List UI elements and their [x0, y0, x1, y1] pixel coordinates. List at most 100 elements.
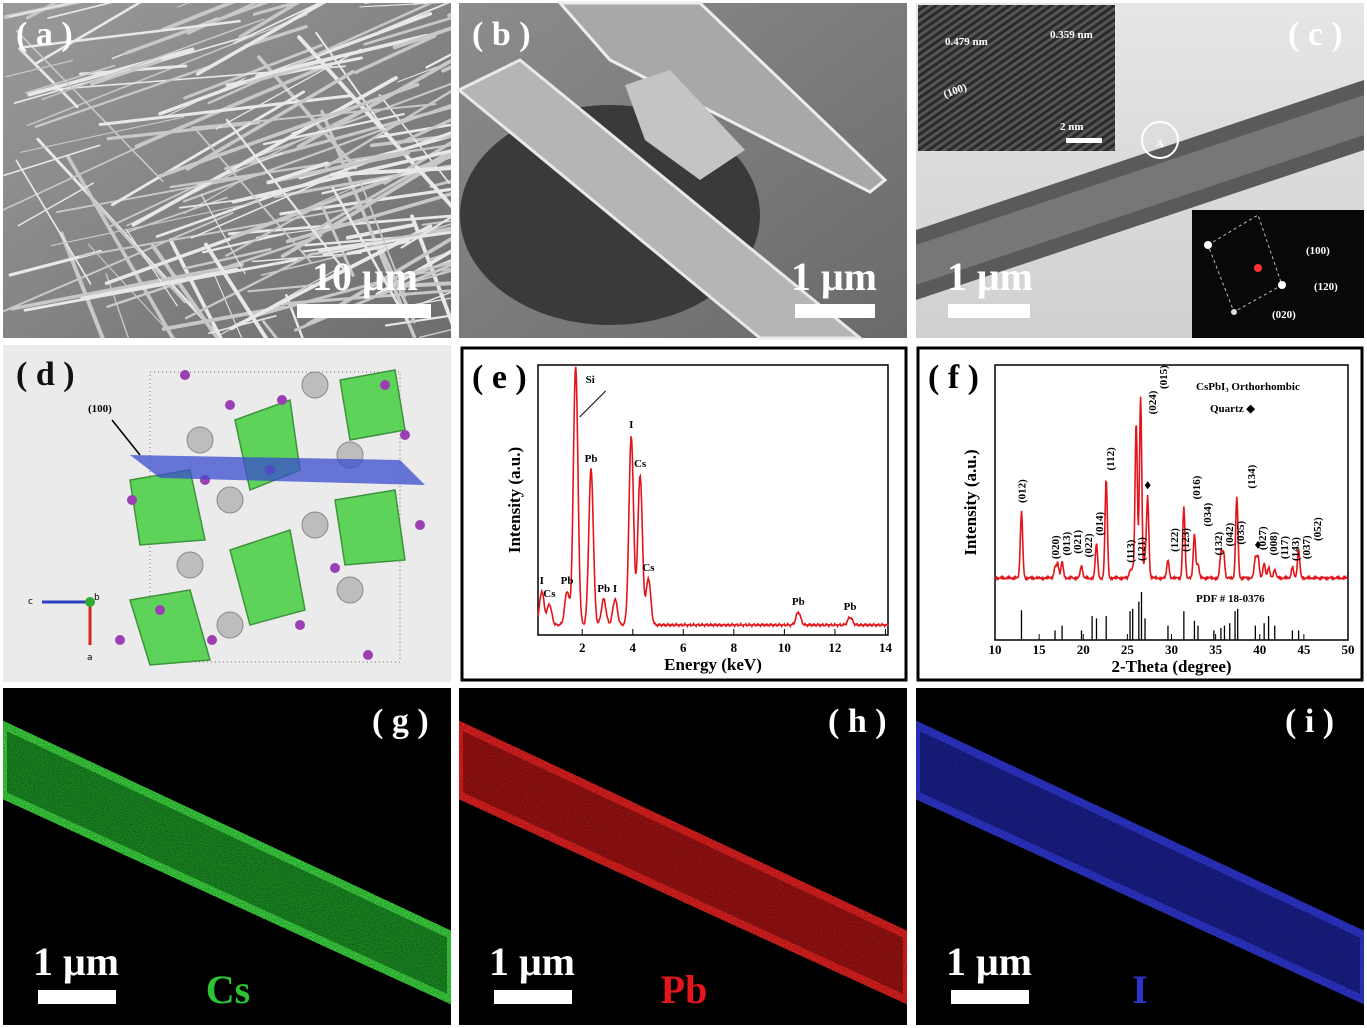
spectrum-peak — [1117, 568, 1133, 582]
panel-label: ( f ) — [928, 359, 979, 396]
spectrum-peak — [1255, 554, 1262, 578]
axis-label: b — [94, 593, 100, 603]
element-label: Cs — [206, 967, 250, 1012]
spectrum-peak — [608, 597, 624, 627]
x-tick-label: 25 — [1121, 642, 1135, 657]
nanowire — [161, 3, 236, 32]
spectrum-peak — [596, 597, 610, 624]
rod-face — [625, 70, 745, 180]
spectrum-peak — [1208, 549, 1223, 582]
x-axis-label: 2-Theta (degree) — [1111, 657, 1231, 676]
peak-label: (008) — [1268, 531, 1280, 555]
peak-label: (035) — [1235, 521, 1247, 545]
nanowire — [396, 118, 451, 146]
peak-label: (037) — [1301, 535, 1313, 559]
nanowire — [233, 3, 322, 44]
element-label: I — [1132, 967, 1148, 1012]
panel-label: ( c ) — [1288, 16, 1343, 53]
peak-label: Cs — [543, 588, 556, 600]
x-tick-label: 30 — [1165, 642, 1178, 657]
nanowire — [195, 3, 326, 76]
nanowire — [374, 123, 451, 139]
nanowire — [59, 231, 105, 338]
nanowire — [390, 268, 451, 279]
spectrum-peak — [634, 473, 646, 589]
peak-label: (012) — [1016, 479, 1028, 503]
spectrum-peak — [1037, 564, 1058, 582]
peak-label: (143) — [1290, 537, 1302, 561]
panel-e-frame — [460, 346, 908, 682]
plane-arrow — [111, 419, 141, 456]
x-tick-label: 14 — [879, 640, 893, 655]
spectrum-peak — [1245, 554, 1257, 582]
spectrum-peak — [1221, 549, 1231, 580]
nanowire — [252, 3, 300, 16]
peak-label: (020) — [1050, 535, 1062, 559]
spectrum-peak — [1188, 533, 1198, 581]
panel-b: ( b ) 1 μm — [456, 1, 907, 340]
peak-label: (112) — [1105, 447, 1117, 471]
spectrum-peak — [823, 615, 889, 629]
nanowire — [413, 3, 421, 6]
panel-label: ( e ) — [472, 359, 527, 396]
quartz-marker — [1254, 540, 1261, 549]
rod — [456, 58, 865, 340]
peak-label: (122) — [1169, 528, 1181, 552]
element-label: Pb — [661, 967, 708, 1012]
nanowire — [183, 179, 244, 215]
spectrum-peak — [1071, 564, 1090, 582]
nanowire — [200, 193, 246, 275]
scale-bar — [297, 304, 431, 318]
peak-label: I — [540, 575, 544, 587]
nanowire — [79, 206, 361, 258]
scale-bar-label: 1 μm — [33, 939, 119, 984]
nanowire — [183, 248, 272, 270]
axis-b — [85, 597, 95, 607]
nanowire — [80, 267, 239, 301]
plane-label: (100) — [88, 403, 112, 415]
scale-bar — [948, 304, 1030, 318]
saed-center — [1254, 264, 1262, 272]
marker-label: A — [1156, 138, 1164, 150]
nanowire — [364, 3, 371, 4]
panel-label: ( h ) — [828, 703, 887, 740]
peak-label: I — [613, 583, 617, 595]
nanowire — [8, 3, 76, 18]
rod — [556, 1, 888, 194]
nanowire — [26, 3, 58, 20]
x-tick-label: 8 — [731, 640, 738, 655]
nanowire — [19, 116, 185, 153]
scale-bar — [494, 990, 572, 1004]
scale-bar — [38, 990, 116, 1004]
nanowire — [98, 94, 353, 127]
x-tick-label: 15 — [1033, 642, 1047, 657]
nanowire — [353, 34, 437, 75]
nanowire — [369, 134, 451, 148]
panel-d: (100) c b a ( d ) — [3, 345, 451, 682]
scale-bar — [951, 990, 1029, 1004]
reference-label: PDF # 18-0376 — [1196, 593, 1265, 605]
saed-spot — [1278, 281, 1286, 289]
peak-label: Pb — [585, 453, 598, 465]
hrtem-inset — [918, 5, 1115, 151]
peak-label: (052) — [1312, 517, 1324, 541]
nanowires — [3, 3, 451, 338]
nanowire — [225, 118, 344, 270]
nanowire — [191, 103, 437, 129]
nanowire — [131, 76, 398, 227]
spectrum-peak — [1088, 543, 1103, 581]
spectrum-peak — [1100, 479, 1119, 582]
quartz-marker — [1144, 481, 1151, 490]
panel-h: ( h ) 1 μm Pb — [459, 688, 907, 1025]
peak-label: (016) — [1191, 475, 1203, 499]
x-tick-label: 35 — [1209, 642, 1223, 657]
plot-frame — [537, 364, 889, 636]
nanowire — [384, 314, 451, 327]
nanowire — [378, 3, 450, 33]
peak-label: (034) — [1202, 502, 1214, 526]
map-noise — [3, 688, 451, 1025]
peak-label: Pb — [597, 583, 610, 595]
nanowire — [47, 3, 113, 20]
panel-label: ( g ) — [372, 703, 429, 740]
nanowire — [201, 232, 285, 254]
